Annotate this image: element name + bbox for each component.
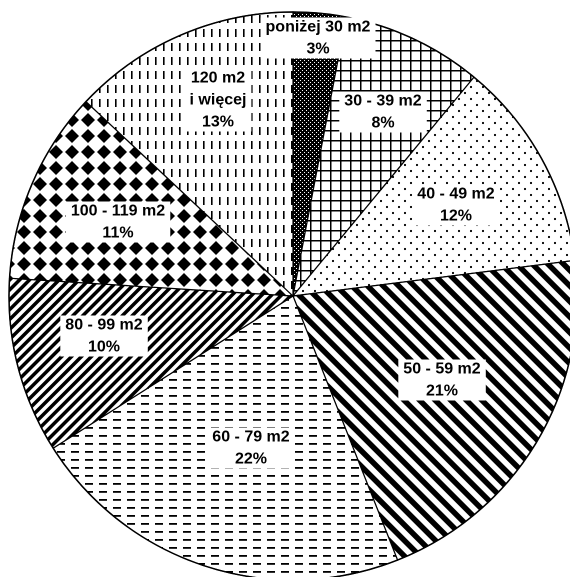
slice-label-background bbox=[260, 17, 376, 59]
slice-category-label: 120 m2 bbox=[191, 70, 245, 87]
slice-category-label: 60 - 79 m2 bbox=[212, 429, 289, 446]
slice-category-label: 40 - 49 m2 bbox=[417, 186, 494, 203]
slice-percent-label: 12% bbox=[440, 208, 472, 225]
slice-percent-label: 22% bbox=[235, 451, 267, 468]
slice-label: 50 - 59 m2 21% bbox=[398, 359, 486, 401]
slice-label: 40 - 49 m2 12% bbox=[412, 184, 500, 226]
slice-label: 120 m2 i więcej 13% bbox=[184, 68, 252, 132]
slice-percent-label: 21% bbox=[426, 383, 458, 400]
slice-label: 100 - 119 m2 11% bbox=[65, 201, 171, 243]
slice-label-background bbox=[339, 91, 427, 133]
slice-label: 30 - 39 m2 8% bbox=[339, 91, 427, 133]
slice-label-background bbox=[398, 359, 486, 401]
slice-label-background bbox=[412, 184, 500, 226]
slice-category-label: 80 - 99 m2 bbox=[65, 317, 142, 334]
slice-label-background bbox=[65, 201, 171, 243]
slice-percent-label: 13% bbox=[202, 114, 234, 131]
slice-percent-label: 10% bbox=[88, 339, 120, 356]
slice-label-background bbox=[60, 315, 148, 357]
slice-label: 80 - 99 m2 10% bbox=[60, 315, 148, 357]
slice-label-background bbox=[184, 68, 252, 132]
slice-percent-label: 8% bbox=[371, 115, 394, 132]
slice-percent-label: 3% bbox=[306, 41, 329, 58]
pie-labels: poniżej 30 m2 3% 30 - 39 m2 8% 40 - 49 m2 12%… bbox=[60, 17, 500, 469]
slice-category-label: 50 - 59 m2 bbox=[403, 361, 480, 378]
slice-category-label: 30 - 39 m2 bbox=[344, 93, 421, 110]
slice-label: 60 - 79 m2 22% bbox=[207, 427, 295, 469]
slice-category-label: poniżej 30 m2 bbox=[266, 19, 371, 36]
slice-category-label: 100 - 119 m2 bbox=[71, 203, 165, 220]
slice-label: poniżej 30 m2 3% bbox=[260, 17, 376, 59]
slice-label-background bbox=[207, 427, 295, 469]
pie-slices bbox=[8, 11, 570, 577]
pie-outline bbox=[8, 11, 570, 577]
slice-category-label: i więcej bbox=[190, 92, 247, 109]
slice-percent-label: 11% bbox=[102, 225, 133, 242]
